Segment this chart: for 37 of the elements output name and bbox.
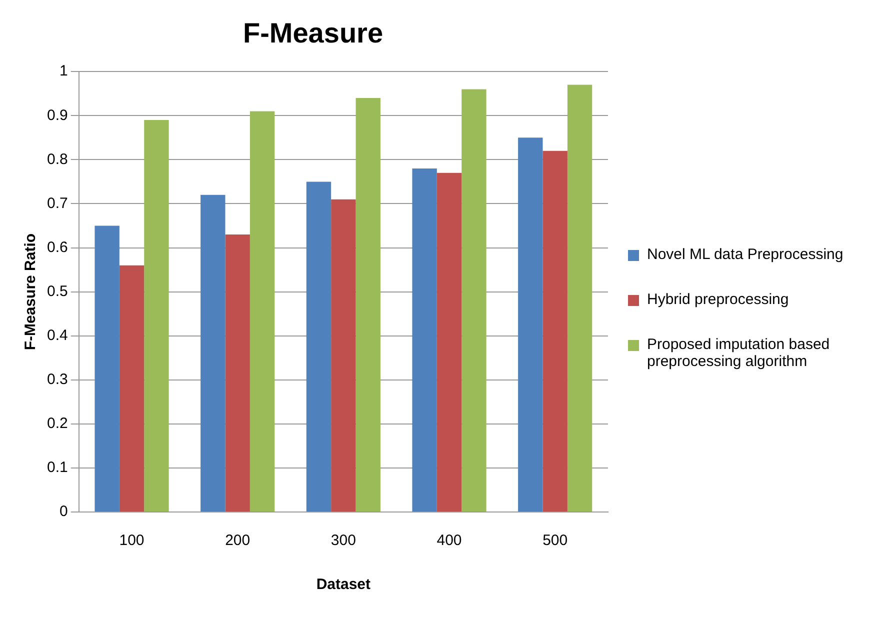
y-tick-label: 0.3 xyxy=(46,371,68,388)
legend-label: Novel ML data Preprocessing xyxy=(647,246,844,263)
bar xyxy=(542,150,568,512)
bar xyxy=(356,98,380,512)
bar xyxy=(306,182,332,512)
y-tick-label: 0.5 xyxy=(46,282,68,300)
y-tick-label: 0.2 xyxy=(46,415,68,432)
y-tick-label: 0 xyxy=(60,503,68,520)
bar xyxy=(436,172,462,512)
y-tick-label: 0.8 xyxy=(46,150,68,168)
chart-title: F-Measure xyxy=(242,18,384,49)
bar xyxy=(200,194,226,512)
legend-label: Proposed imputation based preprocessing algorithm xyxy=(647,336,831,370)
y-tick-label: 0.7 xyxy=(46,194,68,212)
bar xyxy=(250,111,275,512)
x-tick-label: 200 xyxy=(225,532,250,550)
bar xyxy=(518,138,543,512)
bar xyxy=(462,89,486,512)
x-tick-label: 500 xyxy=(542,532,568,550)
x-tick-label: 400 xyxy=(436,532,462,550)
bar xyxy=(94,226,120,512)
bar xyxy=(225,234,250,512)
bar xyxy=(119,265,144,512)
y-tick-label: 0.1 xyxy=(46,459,68,476)
y-tick-label: 0.4 xyxy=(46,326,68,344)
x-axis-title: Dataset xyxy=(316,576,371,594)
bar xyxy=(412,168,437,512)
bar xyxy=(331,199,356,512)
y-tick-label: 0.6 xyxy=(46,238,68,256)
y-tick-label: 0.9 xyxy=(46,106,68,124)
y-axis-title: F-Measure Ratio xyxy=(22,233,40,350)
x-tick-label: 100 xyxy=(119,532,144,550)
bar xyxy=(567,84,592,512)
x-tick-label: 300 xyxy=(330,532,356,550)
legend-label: Hybrid preprocessing xyxy=(647,291,789,308)
y-tick-label: 1 xyxy=(60,62,68,80)
bar xyxy=(144,120,169,512)
